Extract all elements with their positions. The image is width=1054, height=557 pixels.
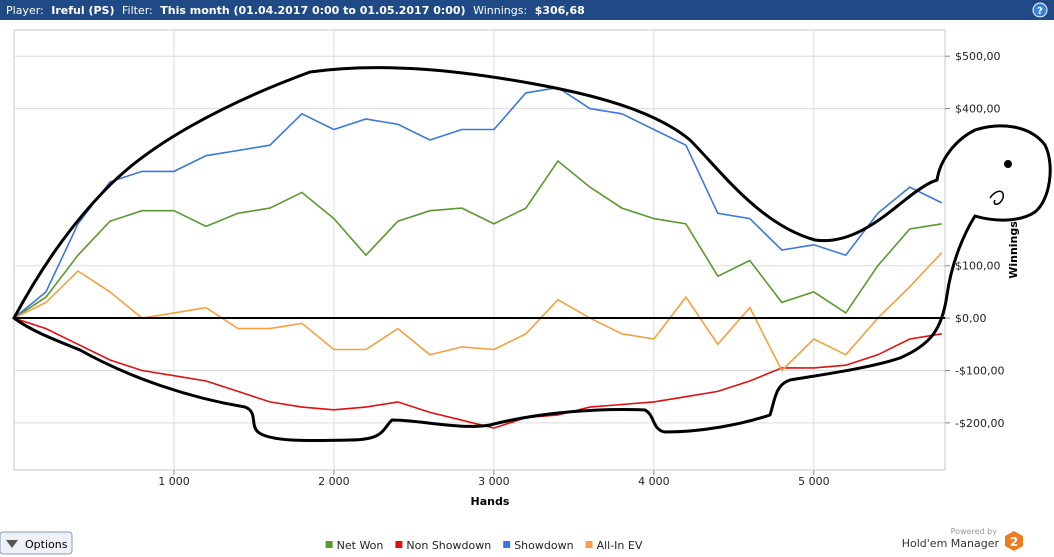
series-line xyxy=(13,159,942,319)
legend: Net Won Non Showdown Showdown All-In EV xyxy=(325,539,643,552)
x-tick-label: 3 000 xyxy=(478,475,510,488)
legend-label: Showdown xyxy=(514,539,573,552)
player-label: Player: xyxy=(6,4,44,17)
x-tick-label: 4 000 xyxy=(638,475,670,488)
winnings: $306,68 xyxy=(535,4,585,17)
legend-swatch xyxy=(585,541,593,548)
x-tick-label: 2 000 xyxy=(318,475,350,488)
header-bar xyxy=(0,0,1054,20)
lines xyxy=(13,86,943,429)
y-axis-title: Winnings xyxy=(1007,221,1020,279)
header-text: Player: Ireful (PS) Filter: This month (… xyxy=(6,4,585,17)
brand: Hold'em Manager xyxy=(902,537,1000,550)
options-button[interactable] xyxy=(0,531,73,555)
grid xyxy=(14,30,945,470)
legend-swatch xyxy=(503,541,511,548)
series-line xyxy=(13,252,943,372)
y-tick-label: -$200,00 xyxy=(955,417,1004,430)
legend-swatch xyxy=(325,541,333,548)
options-label[interactable]: Options xyxy=(25,538,68,551)
y-tick-label: $400,00 xyxy=(955,103,1001,116)
brand-badge-text: 2 xyxy=(1010,535,1018,549)
legend-swatch xyxy=(395,541,403,548)
help-icon[interactable]: ? xyxy=(1037,6,1043,17)
legend-label: All-In EV xyxy=(597,539,643,552)
brand-badge xyxy=(1005,531,1023,551)
legend-item: All-In EV xyxy=(585,539,643,552)
turtle-mouth xyxy=(989,190,1004,205)
winnings-label: Winnings: xyxy=(473,4,527,17)
series-line xyxy=(13,317,942,429)
y-tick-label: $0,00 xyxy=(955,312,987,325)
y-tick-label: $100,00 xyxy=(955,260,1001,273)
x-tick-label: 1 000 xyxy=(158,475,190,488)
player: Ireful (PS) xyxy=(51,4,114,17)
turtle-doodle xyxy=(12,66,1052,443)
help-button[interactable] xyxy=(1032,2,1048,18)
legend-label: Non Showdown xyxy=(406,539,491,552)
turtle-eye xyxy=(1004,160,1012,168)
filter: This month (01.04.2017 0:00 to 01.05.201… xyxy=(160,4,465,17)
options-arrow[interactable] xyxy=(6,540,18,548)
y-tick-label: -$100,00 xyxy=(955,364,1004,377)
legend-item: Non Showdown xyxy=(395,539,491,552)
plot-area xyxy=(13,29,946,471)
y-tick-label: $500,00 xyxy=(955,50,1001,63)
series-line xyxy=(13,86,943,319)
legend-item: Showdown xyxy=(503,539,574,552)
legend-label: Net Won xyxy=(337,539,384,552)
powered-by: Powered by xyxy=(951,527,998,536)
x-axis-title: Hands xyxy=(471,495,510,508)
filter-label: Filter: xyxy=(122,4,153,17)
x-tick-label: 5 000 xyxy=(798,475,830,488)
legend-item: Net Won xyxy=(325,539,384,552)
